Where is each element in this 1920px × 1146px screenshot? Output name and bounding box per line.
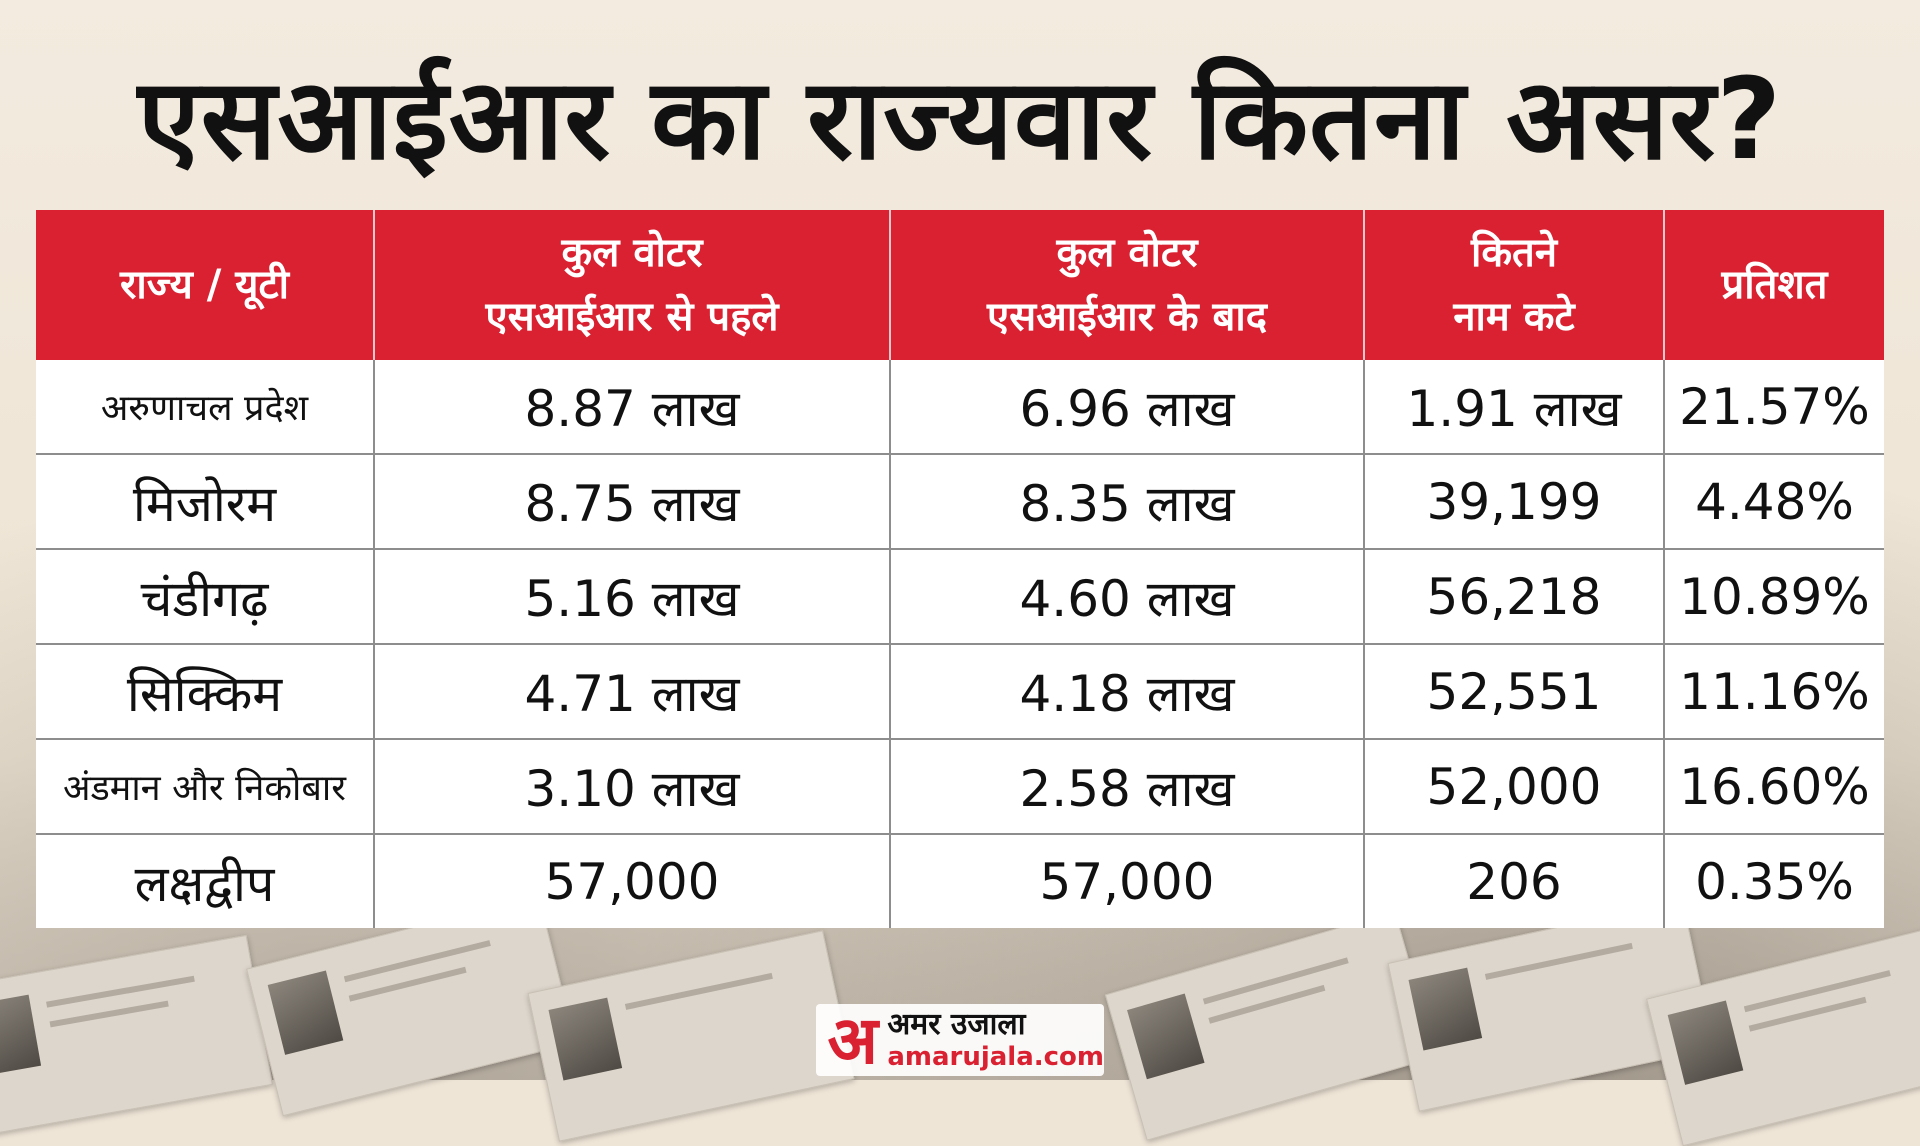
cell-names-removed: 1.91 लाख xyxy=(1363,360,1664,454)
cell-percent: 0.35% xyxy=(1663,833,1884,928)
cell-voters-after: 2.58 लाख xyxy=(889,738,1364,834)
cell-voters-after: 57,000 xyxy=(889,833,1364,928)
cell-names-removed: 56,218 xyxy=(1363,548,1664,644)
header-label: प्रतिशत xyxy=(1721,262,1828,308)
header-label: कितने xyxy=(1470,230,1558,276)
cell-voters-after: 6.96 लाख xyxy=(889,360,1364,454)
cell-voters-before: 57,000 xyxy=(373,833,890,928)
table-row: सिक्किम 4.71 लाख 4.18 लाख 52,551 11.16% xyxy=(36,643,1884,739)
paper-line xyxy=(1484,942,1633,980)
paper-line xyxy=(49,1000,169,1028)
cell-voters-after: 4.18 लाख xyxy=(889,643,1364,739)
logo-brand: अमर उजाला xyxy=(887,1007,1026,1042)
table-row: चंडीगढ़ 5.16 लाख 4.60 लाख 56,218 10.89% xyxy=(36,548,1884,644)
cell-voters-before: 3.10 लाख xyxy=(373,738,890,834)
cell-percent: 11.16% xyxy=(1663,643,1884,739)
header-label: कुल वोटर xyxy=(1056,230,1198,276)
header-label: राज्य / यूटी xyxy=(120,262,289,308)
cell-percent: 16.60% xyxy=(1663,738,1884,834)
cell-voters-before: 8.75 लाख xyxy=(373,453,890,549)
cell-names-removed: 52,000 xyxy=(1363,738,1664,834)
header-label: नाम कटे xyxy=(1453,294,1575,340)
header-names-removed: कितने नाम कटे xyxy=(1363,210,1664,360)
paper-photo xyxy=(267,970,344,1055)
paper-line xyxy=(343,940,491,983)
cell-state: मिजोरम xyxy=(36,453,374,549)
table-row: अंडमान और निकोबार 3.10 लाख 2.58 लाख 52,0… xyxy=(36,738,1884,834)
header-voters-before: कुल वोटर एसआईआर से पहले xyxy=(373,210,890,360)
cell-state: चंडीगढ़ xyxy=(36,548,374,644)
paper-line xyxy=(1208,984,1326,1024)
paper-photo xyxy=(548,997,623,1081)
cell-names-removed: 206 xyxy=(1363,833,1664,928)
header-label: एसआईआर से पहले xyxy=(485,294,779,340)
table-row: अरुणाचल प्रदेश 8.87 लाख 6.96 लाख 1.91 ला… xyxy=(36,360,1884,454)
cell-voters-before: 8.87 लाख xyxy=(373,360,890,454)
cell-percent: 21.57% xyxy=(1663,360,1884,454)
cell-percent: 4.48% xyxy=(1663,453,1884,549)
paper-line xyxy=(46,975,195,1008)
cell-voters-after: 4.60 लाख xyxy=(889,548,1364,644)
cell-names-removed: 39,199 xyxy=(1363,453,1664,549)
header-state: राज्य / यूटी xyxy=(36,210,374,360)
cell-state: सिक्किम xyxy=(36,643,374,739)
header-label: एसआईआर के बाद xyxy=(987,294,1267,340)
header-voters-after: कुल वोटर एसआईआर के बाद xyxy=(889,210,1364,360)
cell-state: लक्षद्वीप xyxy=(36,833,374,928)
logo-mark: अ xyxy=(827,1001,878,1079)
paper-photo xyxy=(0,994,42,1077)
table-row: मिजोरम 8.75 लाख 8.35 लाख 39,199 4.48% xyxy=(36,453,1884,549)
paper-photo xyxy=(1408,967,1483,1051)
cell-voters-before: 4.71 लाख xyxy=(373,643,890,739)
logo-site: amarujala.com xyxy=(887,1042,1104,1072)
paper-photo xyxy=(1667,1000,1744,1085)
amar-ujala-logo: अ अमर उजाला amarujala.com xyxy=(816,1004,1104,1076)
table-row: लक्षद्वीप 57,000 57,000 206 0.35% xyxy=(36,833,1884,928)
header-label: कुल वोटर xyxy=(561,230,703,276)
cell-names-removed: 52,551 xyxy=(1363,643,1664,739)
cell-percent: 10.89% xyxy=(1663,548,1884,644)
header-percent: प्रतिशत xyxy=(1663,210,1884,360)
cell-state: अरुणाचल प्रदेश xyxy=(36,360,374,454)
paper-photo xyxy=(1127,993,1205,1080)
cell-state: अंडमान और निकोबार xyxy=(36,738,374,834)
table-header-row: राज्य / यूटी कुल वोटर एसआईआर से पहले कुल… xyxy=(36,210,1884,360)
cell-voters-after: 8.35 लाख xyxy=(889,453,1364,549)
paper-line xyxy=(624,972,773,1010)
cell-voters-before: 5.16 लाख xyxy=(373,548,890,644)
paper-line xyxy=(1743,970,1891,1013)
logo-words: अमर उजाला amarujala.com xyxy=(887,1007,1104,1073)
data-table: राज्य / यूटी कुल वोटर एसआईआर से पहले कुल… xyxy=(36,210,1884,928)
page-title: एसआईआर का राज्यवार कितना असर? xyxy=(137,55,1783,185)
